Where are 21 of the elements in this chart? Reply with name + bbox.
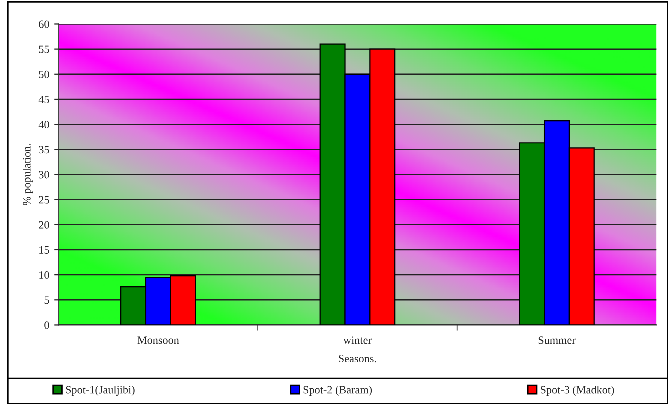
y-tick-label: 0 <box>44 322 50 330</box>
y-tick-label: 15 <box>40 246 50 254</box>
y-tick-label: 50 <box>39 70 50 78</box>
y-tick-label: 10 <box>40 272 50 280</box>
y-tick-label: 30 <box>39 171 50 179</box>
y-tick-label: 35 <box>39 146 50 154</box>
x-tick-label: winter <box>344 336 372 344</box>
x-axis-title: Seasons. <box>339 355 376 363</box>
legend-label: Spot-3 (Madkot) <box>541 386 614 396</box>
y-tick-label: 20 <box>39 221 50 229</box>
y-axis-title: % population. <box>23 144 34 206</box>
y-tick-label: 45 <box>38 96 50 104</box>
y-tick-label: 60 <box>39 20 50 28</box>
y-tick-label: 55 <box>39 46 50 54</box>
x-tick-label: Monsoon <box>138 336 180 344</box>
y-tick-label: 5 <box>44 296 50 304</box>
y-tick-label: 40 <box>38 121 50 129</box>
legend-label: Spot-2 (Baram) <box>304 386 372 396</box>
y-tick-label: 25 <box>39 196 50 204</box>
x-tick-label: Summer <box>538 336 576 344</box>
legend-label: Spot-1(Jauljibi) <box>66 386 135 396</box>
